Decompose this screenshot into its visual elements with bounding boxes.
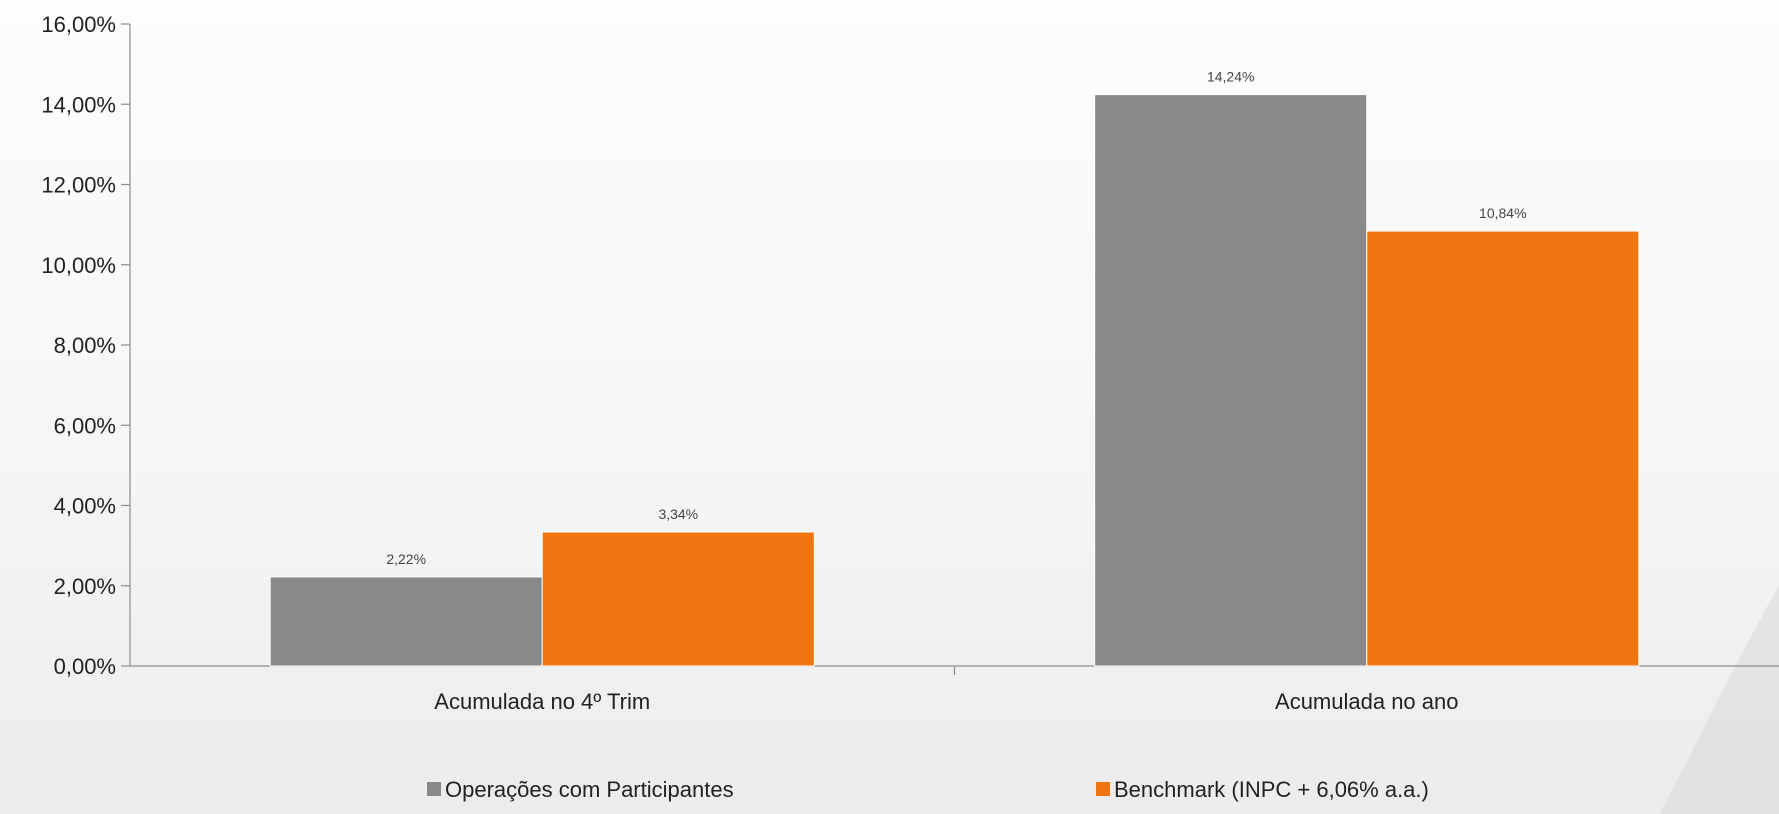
y-tick-label: 10,00% (41, 253, 116, 278)
y-tick-label: 6,00% (54, 413, 116, 438)
bars (269, 94, 1640, 667)
legend: Operações com Participantes Benchmark (IN… (427, 777, 1429, 802)
bar (269, 576, 543, 667)
legend-swatch (1096, 782, 1110, 796)
data-label: 2,22% (386, 551, 426, 567)
y-tick-label: 0,00% (54, 654, 116, 679)
legend-label: Benchmark (INPC + 6,06% a.a.) (1114, 777, 1429, 802)
bar (541, 531, 815, 667)
legend-label: Operações com Participantes (445, 777, 734, 802)
y-tick-label: 16,00% (41, 12, 116, 37)
x-category-label: Acumulada no ano (1275, 689, 1458, 714)
y-tick-label: 4,00% (54, 494, 116, 519)
bar (1094, 94, 1368, 667)
x-category-label: Acumulada no 4º Trim (434, 689, 650, 714)
data-label: 3,34% (658, 506, 698, 522)
data-label: 14,24% (1207, 69, 1254, 85)
y-tick-label: 12,00% (41, 173, 116, 198)
y-tick-label: 2,00% (54, 574, 116, 599)
data-label: 10,84% (1479, 205, 1526, 221)
legend-swatch (427, 782, 441, 796)
bar (1366, 230, 1640, 667)
y-tick-label: 8,00% (54, 333, 116, 358)
data-labels: 2,22% 3,34% 14,24% 10,84% (386, 69, 1526, 567)
background-swoosh (1660, 585, 1779, 814)
axes: 0,00% 2,00% 4,00% 6,00% 8,00% 10,00% 12,00% 14,… (41, 12, 1779, 714)
y-tick-label: 14,00% (41, 92, 116, 117)
